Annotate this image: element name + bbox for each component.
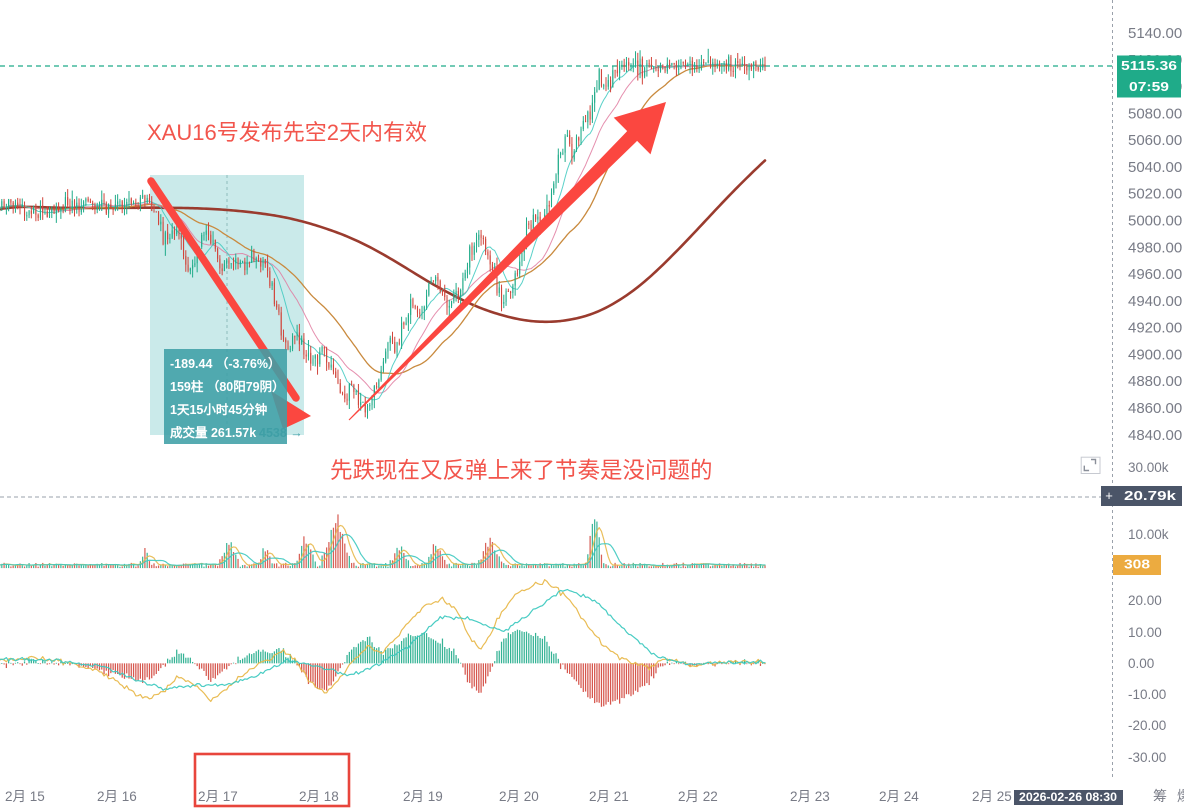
svg-text:4980.00: 4980.00 [1128,239,1182,256]
svg-text:2月 15: 2月 15 [5,789,45,804]
svg-text:4860.00: 4860.00 [1128,400,1182,417]
svg-text:4920.00: 4920.00 [1128,320,1182,337]
svg-text:4960.00: 4960.00 [1128,266,1182,283]
svg-text:5040.00: 5040.00 [1128,159,1182,176]
svg-text:2月 23: 2月 23 [790,789,830,804]
svg-text:2026-02-26 08:30: 2026-02-26 08:30 [1019,792,1117,804]
svg-text:5020.00: 5020.00 [1128,186,1182,203]
svg-text:XAU16号发布先空2天内有效: XAU16号发布先空2天内有效 [147,120,427,145]
svg-text:先跌现在又反弹上来了节奏是没问题的: 先跌现在又反弹上来了节奏是没问题的 [330,458,713,483]
svg-text:-189.44 （-3.76%）: -189.44 （-3.76%） [170,356,280,371]
svg-text:2月 17: 2月 17 [198,789,238,804]
svg-text:2月 25: 2月 25 [972,789,1012,804]
svg-text:2月 24: 2月 24 [879,789,919,804]
svg-text:07:59: 07:59 [1129,80,1169,94]
svg-text:4880.00: 4880.00 [1128,373,1182,390]
svg-text:-30.00: -30.00 [1128,750,1166,765]
svg-text:159柱 （80阳79阴）: 159柱 （80阳79阴） [170,379,285,394]
svg-text:2月 18: 2月 18 [299,789,339,804]
svg-text:30.00k: 30.00k [1128,460,1169,475]
svg-text:2月 21: 2月 21 [589,789,629,804]
svg-text:4840.00: 4840.00 [1128,427,1182,444]
svg-text:20.00: 20.00 [1128,593,1162,608]
svg-text:1天15小时45分钟: 1天15小时45分钟 [170,402,267,417]
svg-text:2月 20: 2月 20 [499,789,539,804]
svg-text:成交量 261.57k: 成交量 261.57k [170,425,256,440]
svg-text:-10.00: -10.00 [1128,687,1166,702]
svg-text:0.00: 0.00 [1128,656,1154,671]
svg-text:-20.00: -20.00 [1128,718,1166,733]
svg-text:308: 308 [1124,557,1150,572]
svg-text:5000.00: 5000.00 [1128,213,1182,230]
svg-text:2月 16: 2月 16 [97,789,137,804]
svg-text:爆: 爆 [1177,788,1184,804]
svg-text:10.00: 10.00 [1128,625,1162,640]
svg-text:4940.00: 4940.00 [1128,293,1182,310]
svg-text:4900.00: 4900.00 [1128,346,1182,363]
svg-text:4538 →: 4538 → [259,426,303,440]
svg-text:2月 22: 2月 22 [678,789,718,804]
svg-text:5140.00: 5140.00 [1128,25,1182,42]
svg-text:5060.00: 5060.00 [1128,132,1182,149]
svg-text:5080.00: 5080.00 [1128,105,1182,122]
svg-text:筹: 筹 [1153,788,1167,804]
svg-text:10.00k: 10.00k [1128,527,1169,542]
svg-text:5115.36: 5115.36 [1121,59,1177,73]
svg-text:20.79k: 20.79k [1124,489,1176,503]
svg-text:2月 19: 2月 19 [403,789,443,804]
svg-text:+: + [1105,488,1113,503]
